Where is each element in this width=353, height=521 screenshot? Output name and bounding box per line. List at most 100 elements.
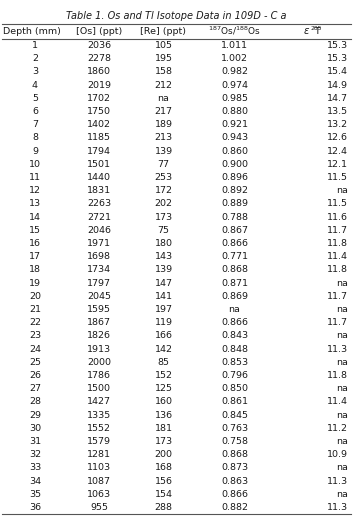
Text: 1440: 1440 (87, 173, 111, 182)
Text: 0.843: 0.843 (221, 331, 248, 341)
Text: na: na (336, 279, 348, 288)
Text: $^{187}$Os/$^{188}$Os: $^{187}$Os/$^{188}$Os (208, 24, 261, 36)
Text: 288: 288 (155, 503, 173, 512)
Text: 12.4: 12.4 (327, 147, 348, 156)
Text: 2278: 2278 (87, 54, 111, 63)
Text: 12: 12 (29, 187, 41, 195)
Text: 0.868: 0.868 (221, 266, 248, 275)
Text: na: na (336, 437, 348, 446)
Text: 28: 28 (29, 398, 41, 406)
Text: 205: 205 (311, 26, 322, 31)
Text: 13.2: 13.2 (327, 120, 348, 129)
Text: $\varepsilon$: $\varepsilon$ (303, 27, 310, 36)
Text: 166: 166 (155, 331, 173, 341)
Text: na: na (336, 187, 348, 195)
Text: 0.985: 0.985 (221, 94, 248, 103)
Text: 1552: 1552 (87, 424, 111, 433)
Text: 125: 125 (155, 384, 173, 393)
Text: 0.868: 0.868 (221, 450, 248, 460)
Text: na: na (336, 331, 348, 341)
Text: na: na (336, 490, 348, 499)
Text: 27: 27 (29, 384, 41, 393)
Text: 5: 5 (32, 94, 38, 103)
Text: 32: 32 (29, 450, 41, 460)
Text: 0.763: 0.763 (221, 424, 248, 433)
Text: 1335: 1335 (87, 411, 111, 420)
Text: 1103: 1103 (87, 464, 111, 473)
Text: 172: 172 (155, 187, 173, 195)
Text: 0.869: 0.869 (221, 292, 248, 301)
Text: 11.6: 11.6 (327, 213, 348, 222)
Text: 0.880: 0.880 (221, 107, 248, 116)
Text: na: na (336, 358, 348, 367)
Text: 168: 168 (155, 464, 173, 473)
Text: 0.871: 0.871 (221, 279, 248, 288)
Text: 11.7: 11.7 (327, 318, 348, 327)
Text: 1281: 1281 (87, 450, 111, 460)
Text: 1786: 1786 (87, 371, 111, 380)
Text: 1: 1 (32, 41, 38, 50)
Text: 34: 34 (29, 477, 41, 486)
Text: 11.5: 11.5 (327, 200, 348, 208)
Text: 15.3: 15.3 (327, 41, 348, 50)
Text: 19: 19 (29, 279, 41, 288)
Text: 17: 17 (29, 252, 41, 262)
Text: 0.866: 0.866 (221, 490, 248, 499)
Text: 20: 20 (29, 292, 41, 301)
Text: 0.889: 0.889 (221, 200, 248, 208)
Text: 0.863: 0.863 (221, 477, 248, 486)
Text: 152: 152 (155, 371, 173, 380)
Text: 0.845: 0.845 (221, 411, 248, 420)
Text: [Re] (ppt): [Re] (ppt) (140, 27, 186, 36)
Text: 33: 33 (29, 464, 41, 473)
Text: 0.796: 0.796 (221, 371, 248, 380)
Text: 11.7: 11.7 (327, 226, 348, 235)
Text: 13: 13 (29, 200, 41, 208)
Text: 1867: 1867 (87, 318, 111, 327)
Text: 24: 24 (29, 345, 41, 354)
Text: 0.873: 0.873 (221, 464, 248, 473)
Text: 11.3: 11.3 (327, 477, 348, 486)
Text: 1185: 1185 (87, 133, 111, 143)
Text: 1971: 1971 (87, 239, 111, 248)
Text: 15.3: 15.3 (327, 54, 348, 63)
Text: 0.861: 0.861 (221, 398, 248, 406)
Text: na: na (336, 411, 348, 420)
Text: 0.788: 0.788 (221, 213, 248, 222)
Text: 29: 29 (29, 411, 41, 420)
Text: 0.771: 0.771 (221, 252, 248, 262)
Text: 11.7: 11.7 (327, 292, 348, 301)
Text: 1063: 1063 (87, 490, 111, 499)
Text: 105: 105 (155, 41, 173, 50)
Text: 11.3: 11.3 (327, 503, 348, 512)
Text: 0.882: 0.882 (221, 503, 248, 512)
Text: 0.982: 0.982 (221, 68, 248, 77)
Text: 9: 9 (32, 147, 38, 156)
Text: 1087: 1087 (87, 477, 111, 486)
Text: 11: 11 (29, 173, 41, 182)
Text: 18: 18 (29, 266, 41, 275)
Text: 11.4: 11.4 (327, 398, 348, 406)
Text: 141: 141 (155, 292, 173, 301)
Text: 1702: 1702 (87, 94, 111, 103)
Text: 212: 212 (155, 81, 173, 90)
Text: 1826: 1826 (87, 331, 111, 341)
Text: 158: 158 (155, 68, 173, 77)
Text: 15: 15 (29, 226, 41, 235)
Text: 1794: 1794 (87, 147, 111, 156)
Text: na: na (336, 305, 348, 314)
Text: 35: 35 (29, 490, 41, 499)
Text: 2721: 2721 (87, 213, 111, 222)
Text: 75: 75 (157, 226, 169, 235)
Text: 197: 197 (155, 305, 173, 314)
Text: 160: 160 (155, 398, 173, 406)
Text: 200: 200 (155, 450, 173, 460)
Text: 0.974: 0.974 (221, 81, 248, 90)
Text: 11.3: 11.3 (327, 345, 348, 354)
Text: 2: 2 (32, 54, 38, 63)
Text: 77: 77 (157, 160, 169, 169)
Text: 21: 21 (29, 305, 41, 314)
Text: 7: 7 (32, 120, 38, 129)
Text: 3: 3 (32, 68, 38, 77)
Text: na: na (157, 94, 169, 103)
